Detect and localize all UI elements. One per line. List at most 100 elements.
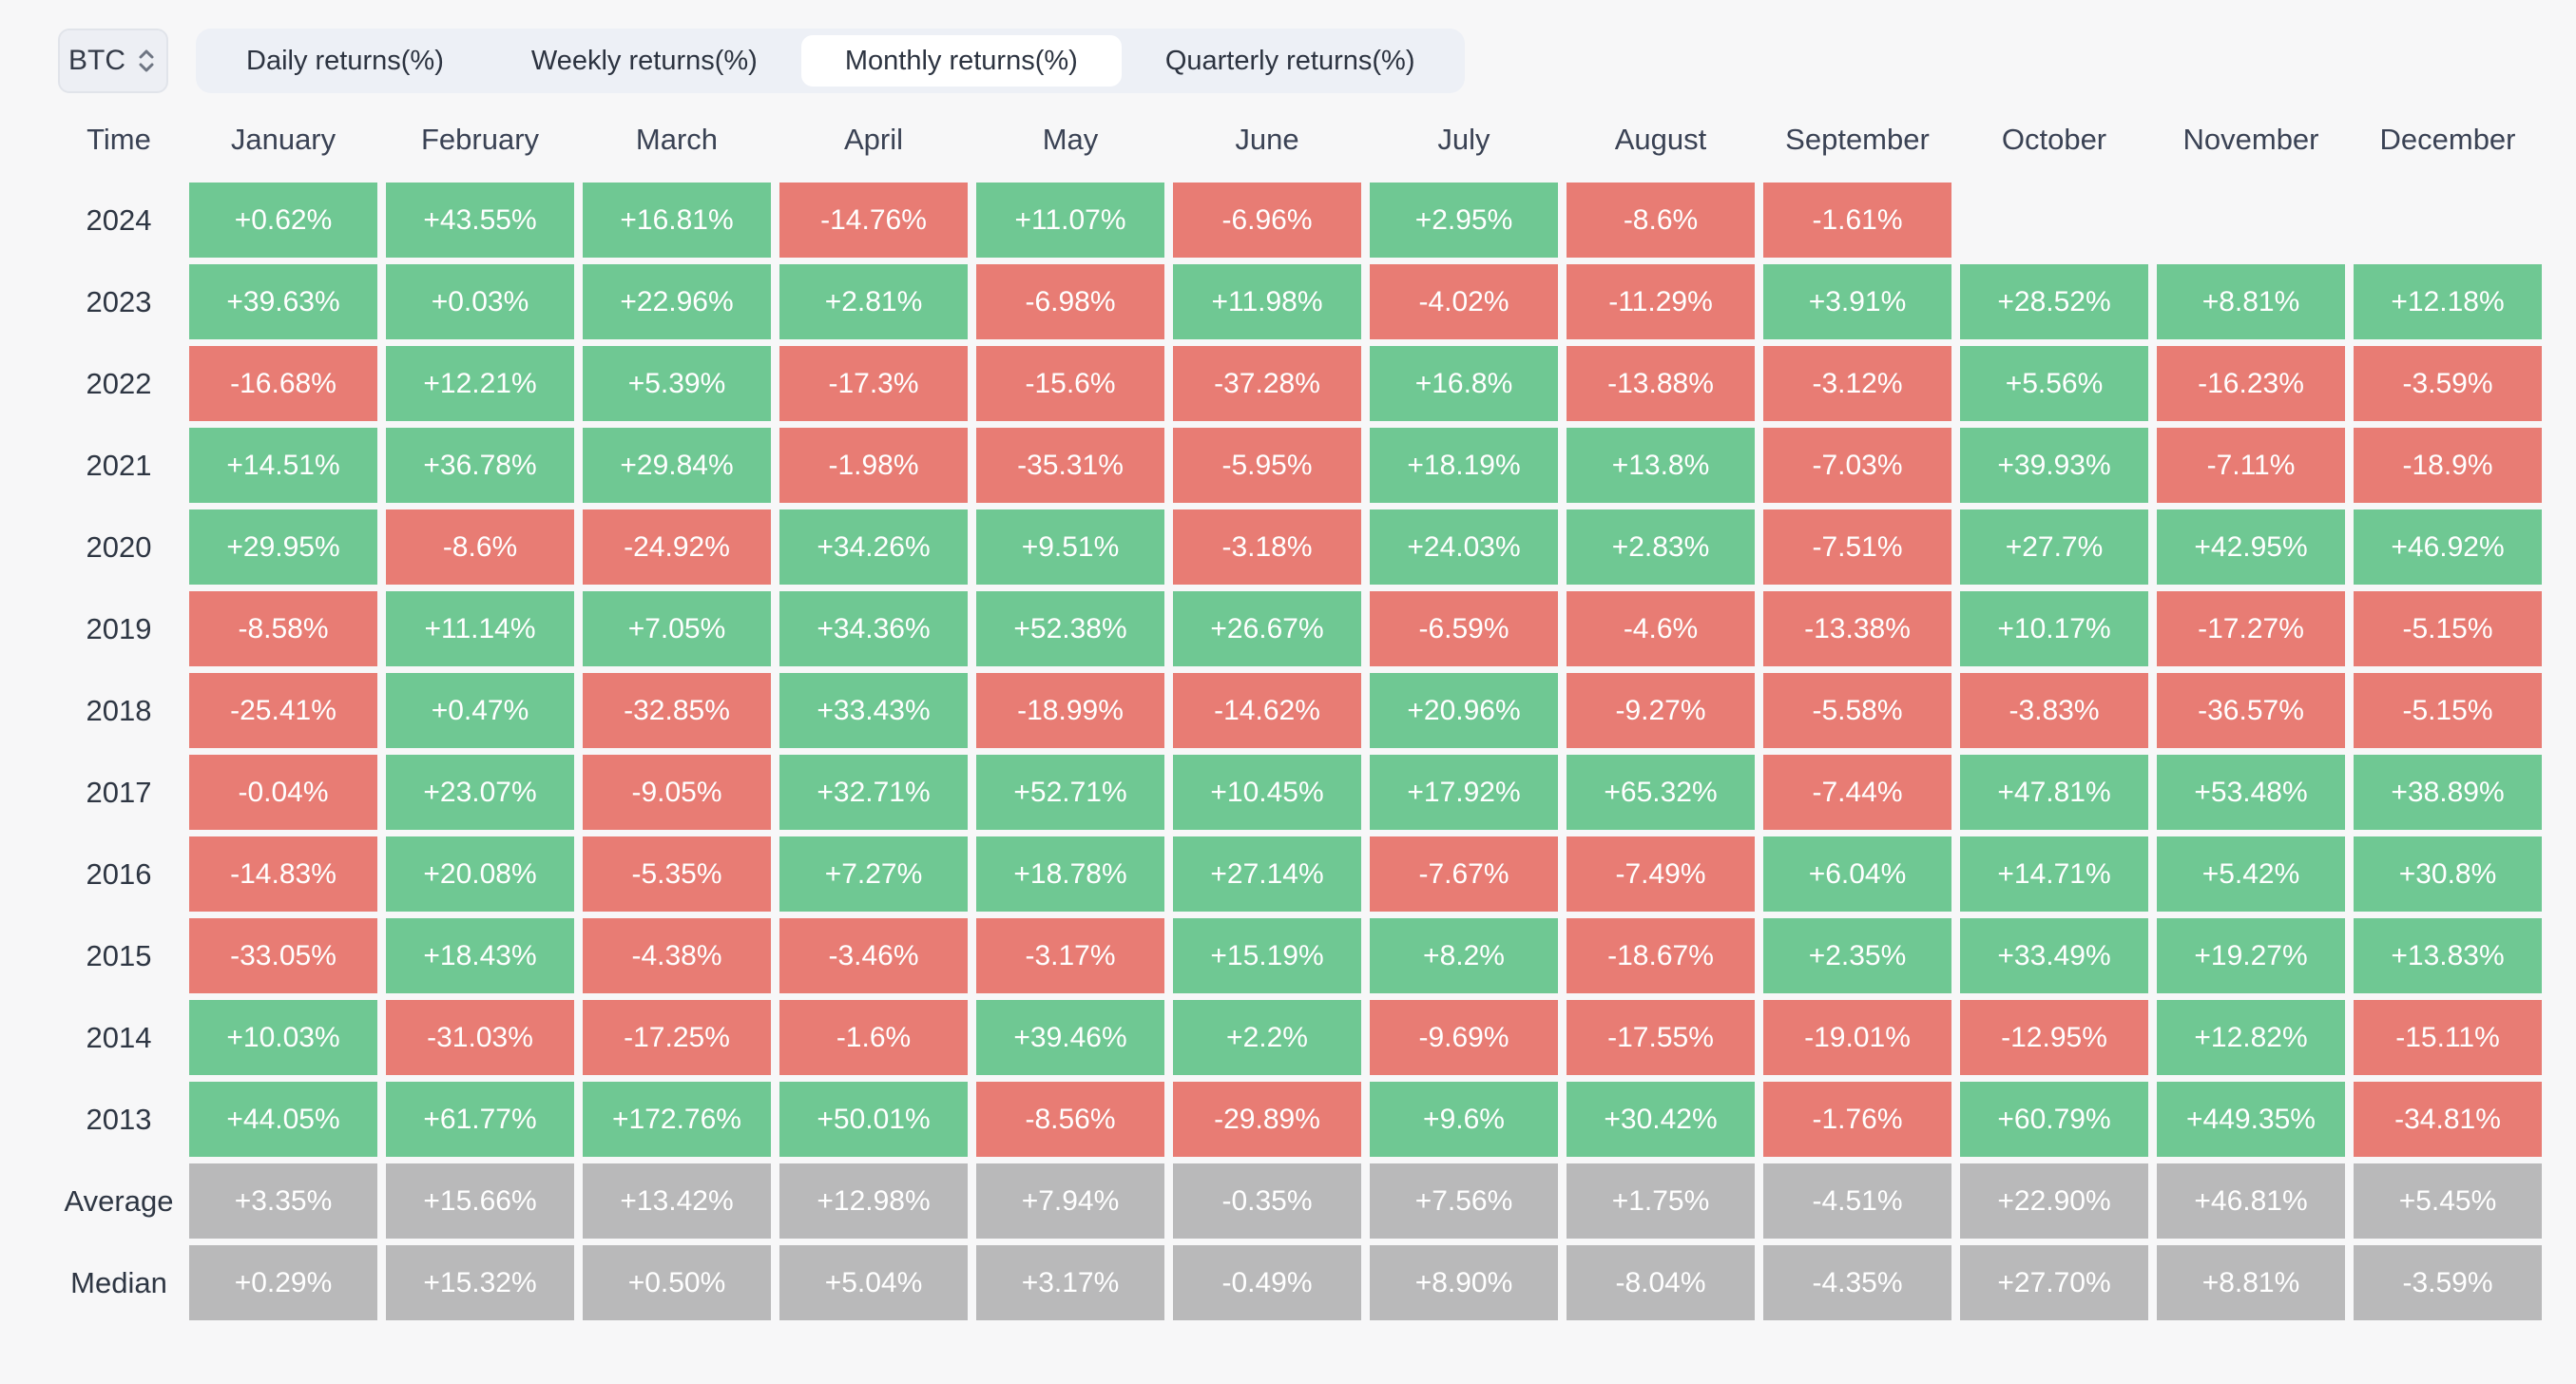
return-cell: -17.55% bbox=[1567, 1000, 1755, 1075]
tab-monthly-returns[interactable]: Monthly returns(%) bbox=[800, 35, 1122, 86]
return-cell: +10.03% bbox=[189, 1000, 377, 1075]
row-label: 2015 bbox=[86, 938, 152, 972]
table-row: Median +0.29% +15.32% +0.50% +5.04% +3.17% -0.… bbox=[0, 1245, 2542, 1320]
month-column-header: June bbox=[1235, 123, 1299, 156]
return-cell: -31.03% bbox=[386, 1000, 574, 1075]
return-cell: -1.6% bbox=[779, 1000, 968, 1075]
return-cell: +5.04% bbox=[779, 1245, 968, 1320]
return-cell: -5.35% bbox=[583, 836, 771, 912]
return-cell: -7.44% bbox=[1763, 755, 1951, 830]
return-cell: +2.81% bbox=[779, 264, 968, 339]
return-cell: +38.89% bbox=[2354, 755, 2542, 830]
return-cell: -13.88% bbox=[1567, 346, 1755, 421]
return-cell: -4.6% bbox=[1567, 591, 1755, 666]
return-cell: +172.76% bbox=[583, 1082, 771, 1157]
return-cell: +11.14% bbox=[386, 591, 574, 666]
return-cell: +12.18% bbox=[2354, 264, 2542, 339]
return-cell: +2.35% bbox=[1763, 918, 1951, 993]
return-cell: -1.76% bbox=[1763, 1082, 1951, 1157]
table-row: 2015 -33.05% +18.43% -4.38% -3.46% -3.17% +15.… bbox=[0, 918, 2542, 993]
return-cell: +36.78% bbox=[386, 428, 574, 503]
toolbar: BTC Daily returns(%) Weekly returns(%) M… bbox=[58, 29, 1466, 93]
return-cell: +15.32% bbox=[386, 1245, 574, 1320]
monthly-returns-table: Time January February March April May June July… bbox=[0, 106, 2542, 1327]
month-column-header: March bbox=[635, 123, 719, 156]
return-cell: -13.38% bbox=[1763, 591, 1951, 666]
return-cell: -1.98% bbox=[779, 428, 968, 503]
return-cell: -8.56% bbox=[976, 1082, 1164, 1157]
return-cell: +22.90% bbox=[1960, 1163, 2148, 1239]
return-cell: -34.81% bbox=[2354, 1082, 2542, 1157]
return-cell: +33.43% bbox=[779, 673, 968, 748]
return-cell: +17.92% bbox=[1370, 755, 1558, 830]
return-cell: -25.41% bbox=[189, 673, 377, 748]
return-cell: +5.42% bbox=[2157, 836, 2345, 912]
return-cell: +0.47% bbox=[386, 673, 574, 748]
return-cell: -8.58% bbox=[189, 591, 377, 666]
return-cell: -6.96% bbox=[1173, 183, 1361, 258]
return-cell: -4.51% bbox=[1763, 1163, 1951, 1239]
return-cell: +29.84% bbox=[583, 428, 771, 503]
return-cell: +2.95% bbox=[1370, 183, 1558, 258]
return-cell: -7.67% bbox=[1370, 836, 1558, 912]
return-cell: -4.35% bbox=[1763, 1245, 1951, 1320]
tab-daily-returns[interactable]: Daily returns(%) bbox=[246, 45, 444, 76]
return-cell: +19.27% bbox=[2157, 918, 2345, 993]
table-row: 2024 +0.62% +43.55% +16.81% -14.76% +11.07% -6… bbox=[0, 183, 2542, 258]
return-cell: -7.03% bbox=[1763, 428, 1951, 503]
return-cell: +34.36% bbox=[779, 591, 968, 666]
return-cell: -24.92% bbox=[583, 509, 771, 585]
asset-selector-value: BTC bbox=[68, 45, 125, 76]
return-cell: +8.2% bbox=[1370, 918, 1558, 993]
return-cell: +61.77% bbox=[386, 1082, 574, 1157]
return-cell: -8.04% bbox=[1567, 1245, 1755, 1320]
return-cell: -12.95% bbox=[1960, 1000, 2148, 1075]
return-cell: +9.6% bbox=[1370, 1082, 1558, 1157]
return-cell bbox=[1960, 183, 2148, 258]
table-row: 2021 +14.51% +36.78% +29.84% -1.98% -35.31% -5… bbox=[0, 428, 2542, 503]
return-cell: +6.04% bbox=[1763, 836, 1951, 912]
return-cell: -36.57% bbox=[2157, 673, 2345, 748]
return-cell: -7.51% bbox=[1763, 509, 1951, 585]
return-cell bbox=[2157, 183, 2345, 258]
row-label: Median bbox=[70, 1265, 167, 1299]
return-cell: +16.81% bbox=[583, 183, 771, 258]
return-cell: +3.35% bbox=[189, 1163, 377, 1239]
return-cell: +449.35% bbox=[2157, 1082, 2345, 1157]
return-cell: +46.92% bbox=[2354, 509, 2542, 585]
asset-selector[interactable]: BTC bbox=[58, 29, 168, 93]
return-cell: +10.45% bbox=[1173, 755, 1361, 830]
return-cell: +60.79% bbox=[1960, 1082, 2148, 1157]
return-cell: -15.11% bbox=[2354, 1000, 2542, 1075]
return-cell: -17.27% bbox=[2157, 591, 2345, 666]
return-cell: +23.07% bbox=[386, 755, 574, 830]
tab-weekly-returns[interactable]: Weekly returns(%) bbox=[530, 45, 758, 76]
tab-quarterly-returns[interactable]: Quarterly returns(%) bbox=[1164, 45, 1415, 76]
return-cell: +65.32% bbox=[1567, 755, 1755, 830]
month-column-header: August bbox=[1614, 123, 1707, 156]
return-cell: +11.98% bbox=[1173, 264, 1361, 339]
return-cell: +16.8% bbox=[1370, 346, 1558, 421]
month-column-header: May bbox=[1042, 123, 1099, 156]
return-cell: +29.95% bbox=[189, 509, 377, 585]
return-cell: +5.45% bbox=[2354, 1163, 2542, 1239]
return-cell: -4.38% bbox=[583, 918, 771, 993]
return-cell: +34.26% bbox=[779, 509, 968, 585]
row-label: 2013 bbox=[86, 1102, 152, 1136]
row-label: 2022 bbox=[86, 366, 152, 400]
row-label: 2014 bbox=[86, 1020, 152, 1054]
table-row: 2022 -16.68% +12.21% +5.39% -17.3% -15.6% -37.… bbox=[0, 346, 2542, 421]
table-row: 2020 +29.95% -8.6% -24.92% +34.26% +9.51% -3.1… bbox=[0, 509, 2542, 585]
return-cell: -5.58% bbox=[1763, 673, 1951, 748]
return-cell: -8.6% bbox=[386, 509, 574, 585]
return-cell: +32.71% bbox=[779, 755, 968, 830]
return-cell: +0.50% bbox=[583, 1245, 771, 1320]
return-cell: +13.83% bbox=[2354, 918, 2542, 993]
return-cell: +52.38% bbox=[976, 591, 1164, 666]
row-label: 2018 bbox=[86, 693, 152, 727]
table-row: Average +3.35% +15.66% +13.42% +12.98% +7.94%… bbox=[0, 1163, 2542, 1239]
return-cell: -14.76% bbox=[779, 183, 968, 258]
return-cell: +33.49% bbox=[1960, 918, 2148, 993]
return-cell: +7.94% bbox=[976, 1163, 1164, 1239]
month-column-header: November bbox=[2182, 123, 2319, 156]
